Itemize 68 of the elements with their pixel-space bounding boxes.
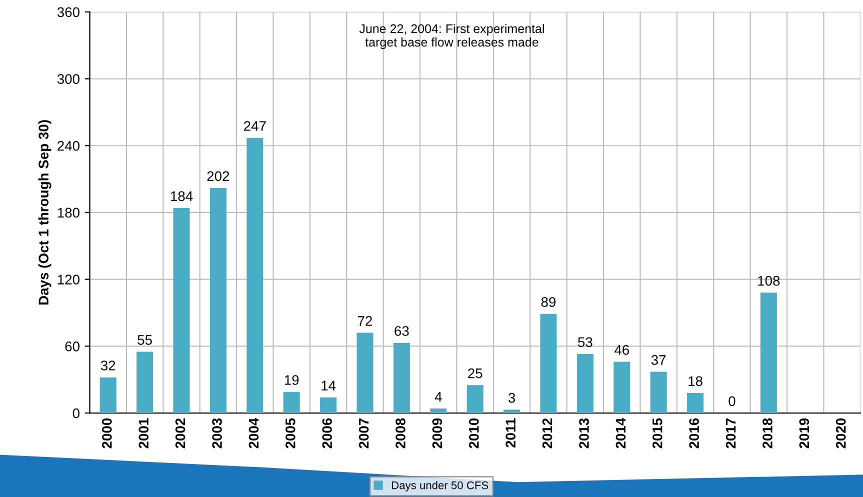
bar	[393, 342, 410, 414]
x-tick-label: 2004	[248, 418, 259, 448]
x-tick-label: 2015	[652, 418, 662, 448]
data-label: 46	[614, 345, 629, 355]
bar	[576, 354, 594, 414]
x-tick-label: 2006	[322, 418, 332, 448]
bar	[283, 392, 300, 414]
x-tick-label: 2018	[762, 418, 772, 448]
bar	[320, 397, 337, 414]
data-label: 0	[728, 396, 736, 406]
legend-label: Days under 50 CFS	[392, 481, 488, 492]
x-tick-label: 2019	[799, 418, 810, 448]
bar	[504, 410, 520, 414]
x-tick-label: 2000	[102, 418, 112, 448]
data-label: 14	[322, 380, 336, 390]
bar	[614, 362, 630, 414]
bar	[540, 314, 557, 414]
x-tick-label: 2008	[396, 418, 406, 448]
x-tick-label: 2011	[506, 418, 516, 448]
bar	[210, 188, 226, 414]
annotation: June 22, 2004: First experimental target base flow releases made	[359, 24, 544, 50]
x-tick-label: 2005	[285, 418, 296, 448]
data-label: 89	[541, 297, 556, 307]
bar	[687, 392, 704, 414]
data-label: 3	[508, 392, 516, 403]
x-tick-label: 2013	[579, 418, 589, 448]
data-label: 37	[651, 355, 666, 365]
bar	[246, 138, 264, 414]
data-label: 19	[284, 375, 299, 385]
x-tick-label: 2010	[468, 418, 479, 448]
y-tick-label: 180	[58, 208, 80, 218]
data-label: 202	[207, 171, 230, 182]
data-label: 25	[468, 368, 482, 378]
bar	[173, 208, 190, 414]
data-label: 4	[434, 392, 442, 402]
data-label: 18	[688, 376, 702, 386]
x-tick-label: 2003	[212, 418, 222, 448]
data-label: 32	[100, 360, 116, 370]
y-tick-label: 0	[72, 408, 80, 418]
bar	[466, 385, 484, 414]
x-tick-label: 2020	[836, 418, 846, 448]
data-label: 63	[394, 326, 409, 336]
bar	[650, 372, 667, 414]
data-label: 53	[578, 337, 592, 348]
y-tick-label: 60	[65, 341, 80, 352]
data-label: 108	[758, 276, 780, 286]
y-tick-label: 240	[58, 140, 80, 151]
bar	[760, 292, 777, 414]
y-tick-label: 300	[57, 74, 80, 84]
x-tick-label: 2002	[175, 418, 186, 448]
x-tick-label: 2007	[358, 418, 369, 448]
y-tick-label: 120	[58, 274, 80, 284]
x-tick-label: 2009	[432, 418, 442, 448]
data-label: 72	[358, 316, 372, 326]
y-tick-label: 360	[57, 7, 80, 18]
x-tick-label: 2001	[138, 418, 149, 448]
x-tick-label: 2016	[689, 418, 699, 448]
data-label: 184	[170, 191, 193, 202]
bar	[356, 332, 374, 414]
bar	[430, 408, 447, 414]
x-tick-label: 2017	[726, 418, 736, 448]
bar	[100, 377, 116, 414]
x-tick-label: 2012	[542, 418, 552, 448]
y-axis-title: Days (Oct 1 through Sep 30)	[38, 120, 52, 305]
x-tick-label: 2014	[616, 418, 626, 448]
data-label: 55	[138, 335, 152, 345]
data-label: 247	[244, 121, 266, 131]
bar	[136, 352, 154, 414]
